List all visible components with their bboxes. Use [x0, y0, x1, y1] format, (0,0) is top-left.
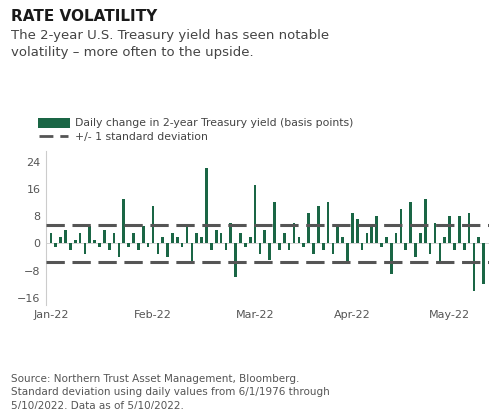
Bar	[273, 202, 276, 243]
Bar	[230, 223, 232, 243]
Bar	[205, 169, 208, 243]
Bar	[390, 243, 392, 274]
Bar	[128, 243, 130, 247]
Bar	[190, 243, 193, 264]
Bar	[249, 236, 252, 243]
Bar	[468, 213, 470, 243]
Bar	[166, 243, 169, 257]
Bar	[312, 243, 315, 254]
Bar	[171, 233, 174, 243]
Bar	[360, 243, 364, 250]
Bar	[400, 209, 402, 243]
Bar	[410, 202, 412, 243]
Text: Daily change in 2-year Treasury yield (basis points): Daily change in 2-year Treasury yield (b…	[75, 118, 353, 128]
Bar	[478, 236, 480, 243]
Bar	[254, 185, 256, 243]
Bar	[239, 233, 242, 243]
Bar	[336, 226, 339, 243]
Bar	[103, 230, 106, 243]
Bar	[196, 233, 198, 243]
Bar	[351, 213, 354, 243]
Bar	[434, 223, 436, 243]
Bar	[463, 243, 466, 250]
Bar	[322, 243, 324, 250]
Bar	[74, 240, 76, 243]
Bar	[200, 236, 203, 243]
Bar	[186, 226, 188, 243]
Bar	[278, 243, 280, 250]
Bar	[258, 243, 262, 254]
Bar	[370, 226, 373, 243]
Bar	[380, 243, 383, 247]
Bar	[395, 233, 398, 243]
Bar	[176, 236, 178, 243]
Bar	[215, 230, 218, 243]
Bar	[332, 243, 334, 254]
Bar	[376, 216, 378, 243]
Bar	[458, 216, 460, 243]
Text: RATE VOLATILITY: RATE VOLATILITY	[11, 9, 157, 24]
Bar	[268, 243, 271, 261]
Bar	[307, 213, 310, 243]
Bar	[181, 243, 184, 247]
Bar	[147, 243, 150, 247]
Bar	[84, 243, 86, 254]
Text: +/- 1 standard deviation: +/- 1 standard deviation	[75, 132, 208, 142]
Bar	[366, 233, 368, 243]
Text: The 2-year U.S. Treasury yield has seen notable
volatility – more often to the u: The 2-year U.S. Treasury yield has seen …	[11, 29, 329, 59]
Bar	[283, 233, 286, 243]
Bar	[98, 243, 101, 247]
Bar	[414, 243, 417, 257]
Bar	[220, 233, 222, 243]
Bar	[288, 243, 290, 250]
Bar	[118, 243, 120, 257]
Bar	[424, 199, 426, 243]
Bar	[385, 236, 388, 243]
Bar	[472, 243, 475, 291]
Bar	[122, 199, 125, 243]
Bar	[60, 236, 62, 243]
Bar	[156, 243, 159, 254]
Bar	[419, 233, 422, 243]
Bar	[69, 243, 71, 250]
Bar	[88, 226, 91, 243]
Bar	[137, 243, 140, 250]
Bar	[302, 243, 305, 247]
Bar	[482, 243, 485, 284]
Bar	[94, 240, 96, 243]
Bar	[142, 226, 144, 243]
Bar	[326, 202, 330, 243]
Bar	[234, 243, 237, 277]
Bar	[298, 236, 300, 243]
Bar	[78, 233, 82, 243]
Bar	[342, 236, 344, 243]
Bar	[244, 243, 246, 247]
Bar	[444, 236, 446, 243]
Bar	[356, 220, 358, 243]
Bar	[112, 233, 116, 243]
Bar	[438, 243, 441, 264]
Bar	[152, 206, 154, 243]
Bar	[224, 243, 228, 250]
Bar	[317, 206, 320, 243]
Bar	[54, 243, 57, 247]
Bar	[108, 243, 110, 250]
Bar	[292, 223, 296, 243]
Bar	[50, 233, 52, 243]
Bar	[210, 243, 212, 250]
Text: Source: Northern Trust Asset Management, Bloomberg.
Standard deviation using dai: Source: Northern Trust Asset Management,…	[11, 374, 330, 409]
Bar	[64, 230, 67, 243]
Bar	[346, 243, 349, 264]
Bar	[162, 236, 164, 243]
Bar	[404, 243, 407, 250]
Bar	[132, 233, 135, 243]
Bar	[264, 230, 266, 243]
Bar	[429, 243, 432, 254]
Bar	[448, 216, 451, 243]
Bar	[453, 243, 456, 250]
